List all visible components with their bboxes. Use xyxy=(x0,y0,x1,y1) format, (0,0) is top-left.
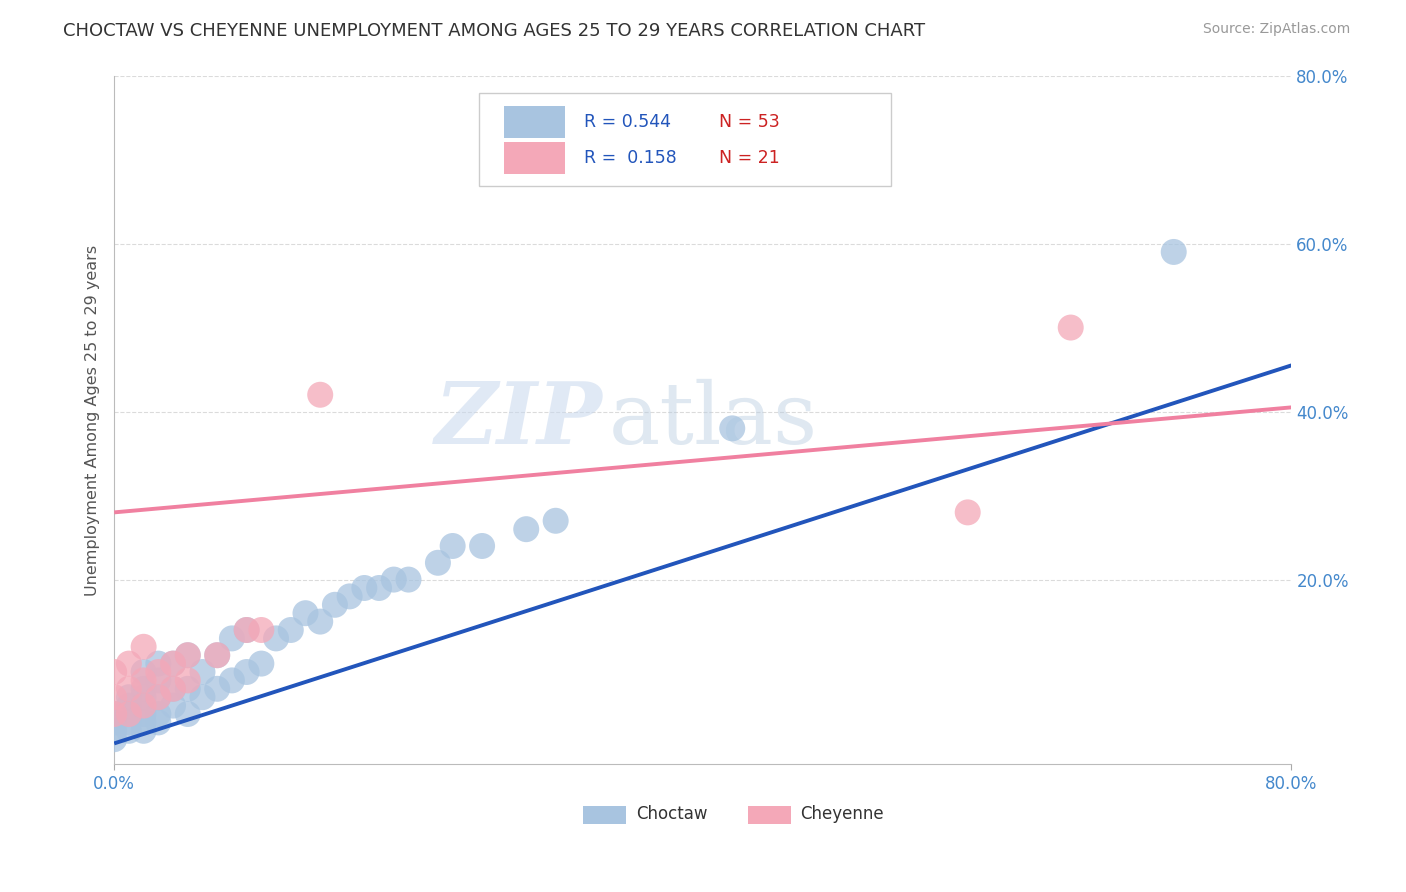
Text: Cheyenne: Cheyenne xyxy=(800,805,884,823)
Point xyxy=(250,623,273,637)
Point xyxy=(309,615,332,629)
Point xyxy=(162,657,184,671)
Point xyxy=(103,665,125,679)
Point xyxy=(132,690,155,705)
Point xyxy=(148,690,170,705)
Point xyxy=(221,673,243,688)
Point xyxy=(544,514,567,528)
Point xyxy=(280,623,302,637)
Point xyxy=(132,723,155,738)
Point xyxy=(118,706,141,721)
Point xyxy=(132,706,155,721)
Point xyxy=(515,522,537,536)
Point xyxy=(162,657,184,671)
Point xyxy=(471,539,494,553)
Point xyxy=(205,648,228,663)
Point xyxy=(177,681,200,696)
Point xyxy=(103,706,125,721)
Point xyxy=(118,715,141,730)
Point xyxy=(294,606,316,620)
Text: ZIP: ZIP xyxy=(434,378,603,462)
Text: Choctaw: Choctaw xyxy=(636,805,707,823)
Point xyxy=(177,673,200,688)
Point xyxy=(323,598,346,612)
Point xyxy=(162,698,184,713)
Point xyxy=(177,648,200,663)
Text: R = 0.544: R = 0.544 xyxy=(583,112,682,130)
Text: N = 53: N = 53 xyxy=(720,112,780,130)
Point xyxy=(235,623,257,637)
Point xyxy=(148,715,170,730)
FancyBboxPatch shape xyxy=(748,805,792,823)
FancyBboxPatch shape xyxy=(479,93,891,186)
Text: CHOCTAW VS CHEYENNE UNEMPLOYMENT AMONG AGES 25 TO 29 YEARS CORRELATION CHART: CHOCTAW VS CHEYENNE UNEMPLOYMENT AMONG A… xyxy=(63,22,925,40)
Point xyxy=(162,681,184,696)
Y-axis label: Unemployment Among Ages 25 to 29 years: Unemployment Among Ages 25 to 29 years xyxy=(86,244,100,596)
Point xyxy=(132,698,155,713)
Point xyxy=(118,723,141,738)
Point xyxy=(132,640,155,654)
Point xyxy=(132,698,155,713)
Point xyxy=(103,732,125,747)
Point xyxy=(177,648,200,663)
FancyBboxPatch shape xyxy=(503,106,565,137)
Point xyxy=(191,665,214,679)
Point xyxy=(309,388,332,402)
Point xyxy=(398,573,420,587)
Point xyxy=(103,723,125,738)
Point xyxy=(118,690,141,705)
Point xyxy=(132,681,155,696)
Point xyxy=(118,698,141,713)
Point xyxy=(118,657,141,671)
Point xyxy=(148,673,170,688)
Text: Source: ZipAtlas.com: Source: ZipAtlas.com xyxy=(1202,22,1350,37)
Point xyxy=(148,657,170,671)
Point xyxy=(382,573,405,587)
Point xyxy=(956,505,979,519)
Point xyxy=(368,581,391,595)
Point xyxy=(339,590,361,604)
Point xyxy=(353,581,375,595)
Point xyxy=(250,657,273,671)
Point xyxy=(103,690,125,705)
Point xyxy=(132,665,155,679)
Point xyxy=(148,690,170,705)
Point xyxy=(1060,320,1083,334)
Text: atlas: atlas xyxy=(609,378,818,461)
Point xyxy=(721,421,744,435)
Text: R =  0.158: R = 0.158 xyxy=(583,149,688,167)
FancyBboxPatch shape xyxy=(503,143,565,174)
Point xyxy=(191,690,214,705)
Point xyxy=(221,632,243,646)
Text: N = 21: N = 21 xyxy=(720,149,780,167)
Point xyxy=(118,681,141,696)
Point xyxy=(205,681,228,696)
Point xyxy=(148,665,170,679)
Point xyxy=(118,706,141,721)
Point xyxy=(426,556,449,570)
Point xyxy=(235,623,257,637)
Point xyxy=(103,715,125,730)
Point xyxy=(441,539,464,553)
Point xyxy=(177,706,200,721)
Point xyxy=(148,706,170,721)
Point xyxy=(205,648,228,663)
Point xyxy=(103,706,125,721)
Point xyxy=(132,673,155,688)
Point xyxy=(132,715,155,730)
Point xyxy=(235,665,257,679)
FancyBboxPatch shape xyxy=(582,805,626,823)
Point xyxy=(162,681,184,696)
Point xyxy=(264,632,287,646)
Point xyxy=(1163,244,1185,259)
